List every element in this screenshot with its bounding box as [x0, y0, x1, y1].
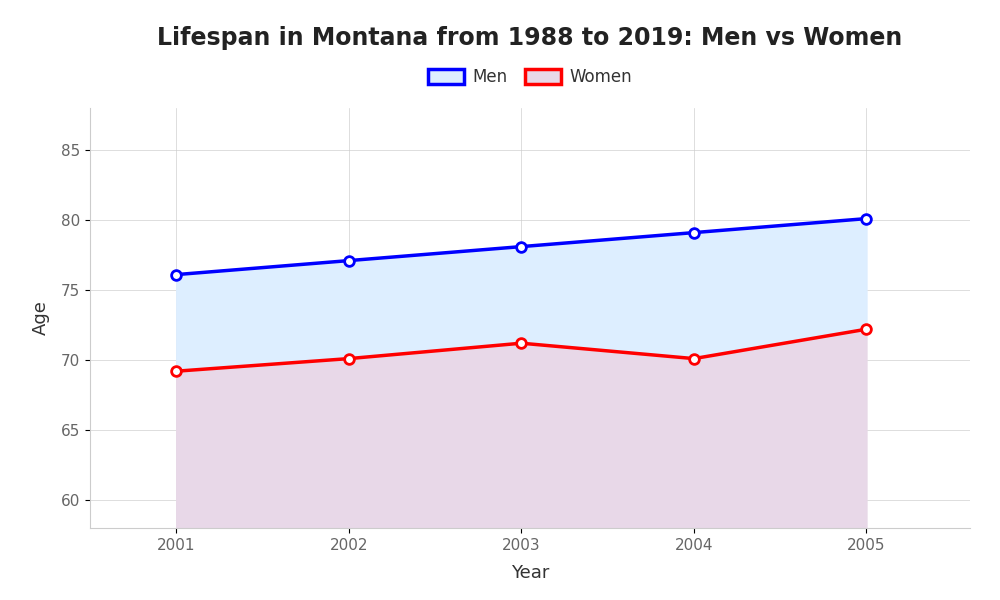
Legend: Men, Women: Men, Women: [421, 62, 639, 93]
Y-axis label: Age: Age: [32, 301, 50, 335]
X-axis label: Year: Year: [511, 564, 549, 582]
Title: Lifespan in Montana from 1988 to 2019: Men vs Women: Lifespan in Montana from 1988 to 2019: M…: [157, 26, 903, 50]
